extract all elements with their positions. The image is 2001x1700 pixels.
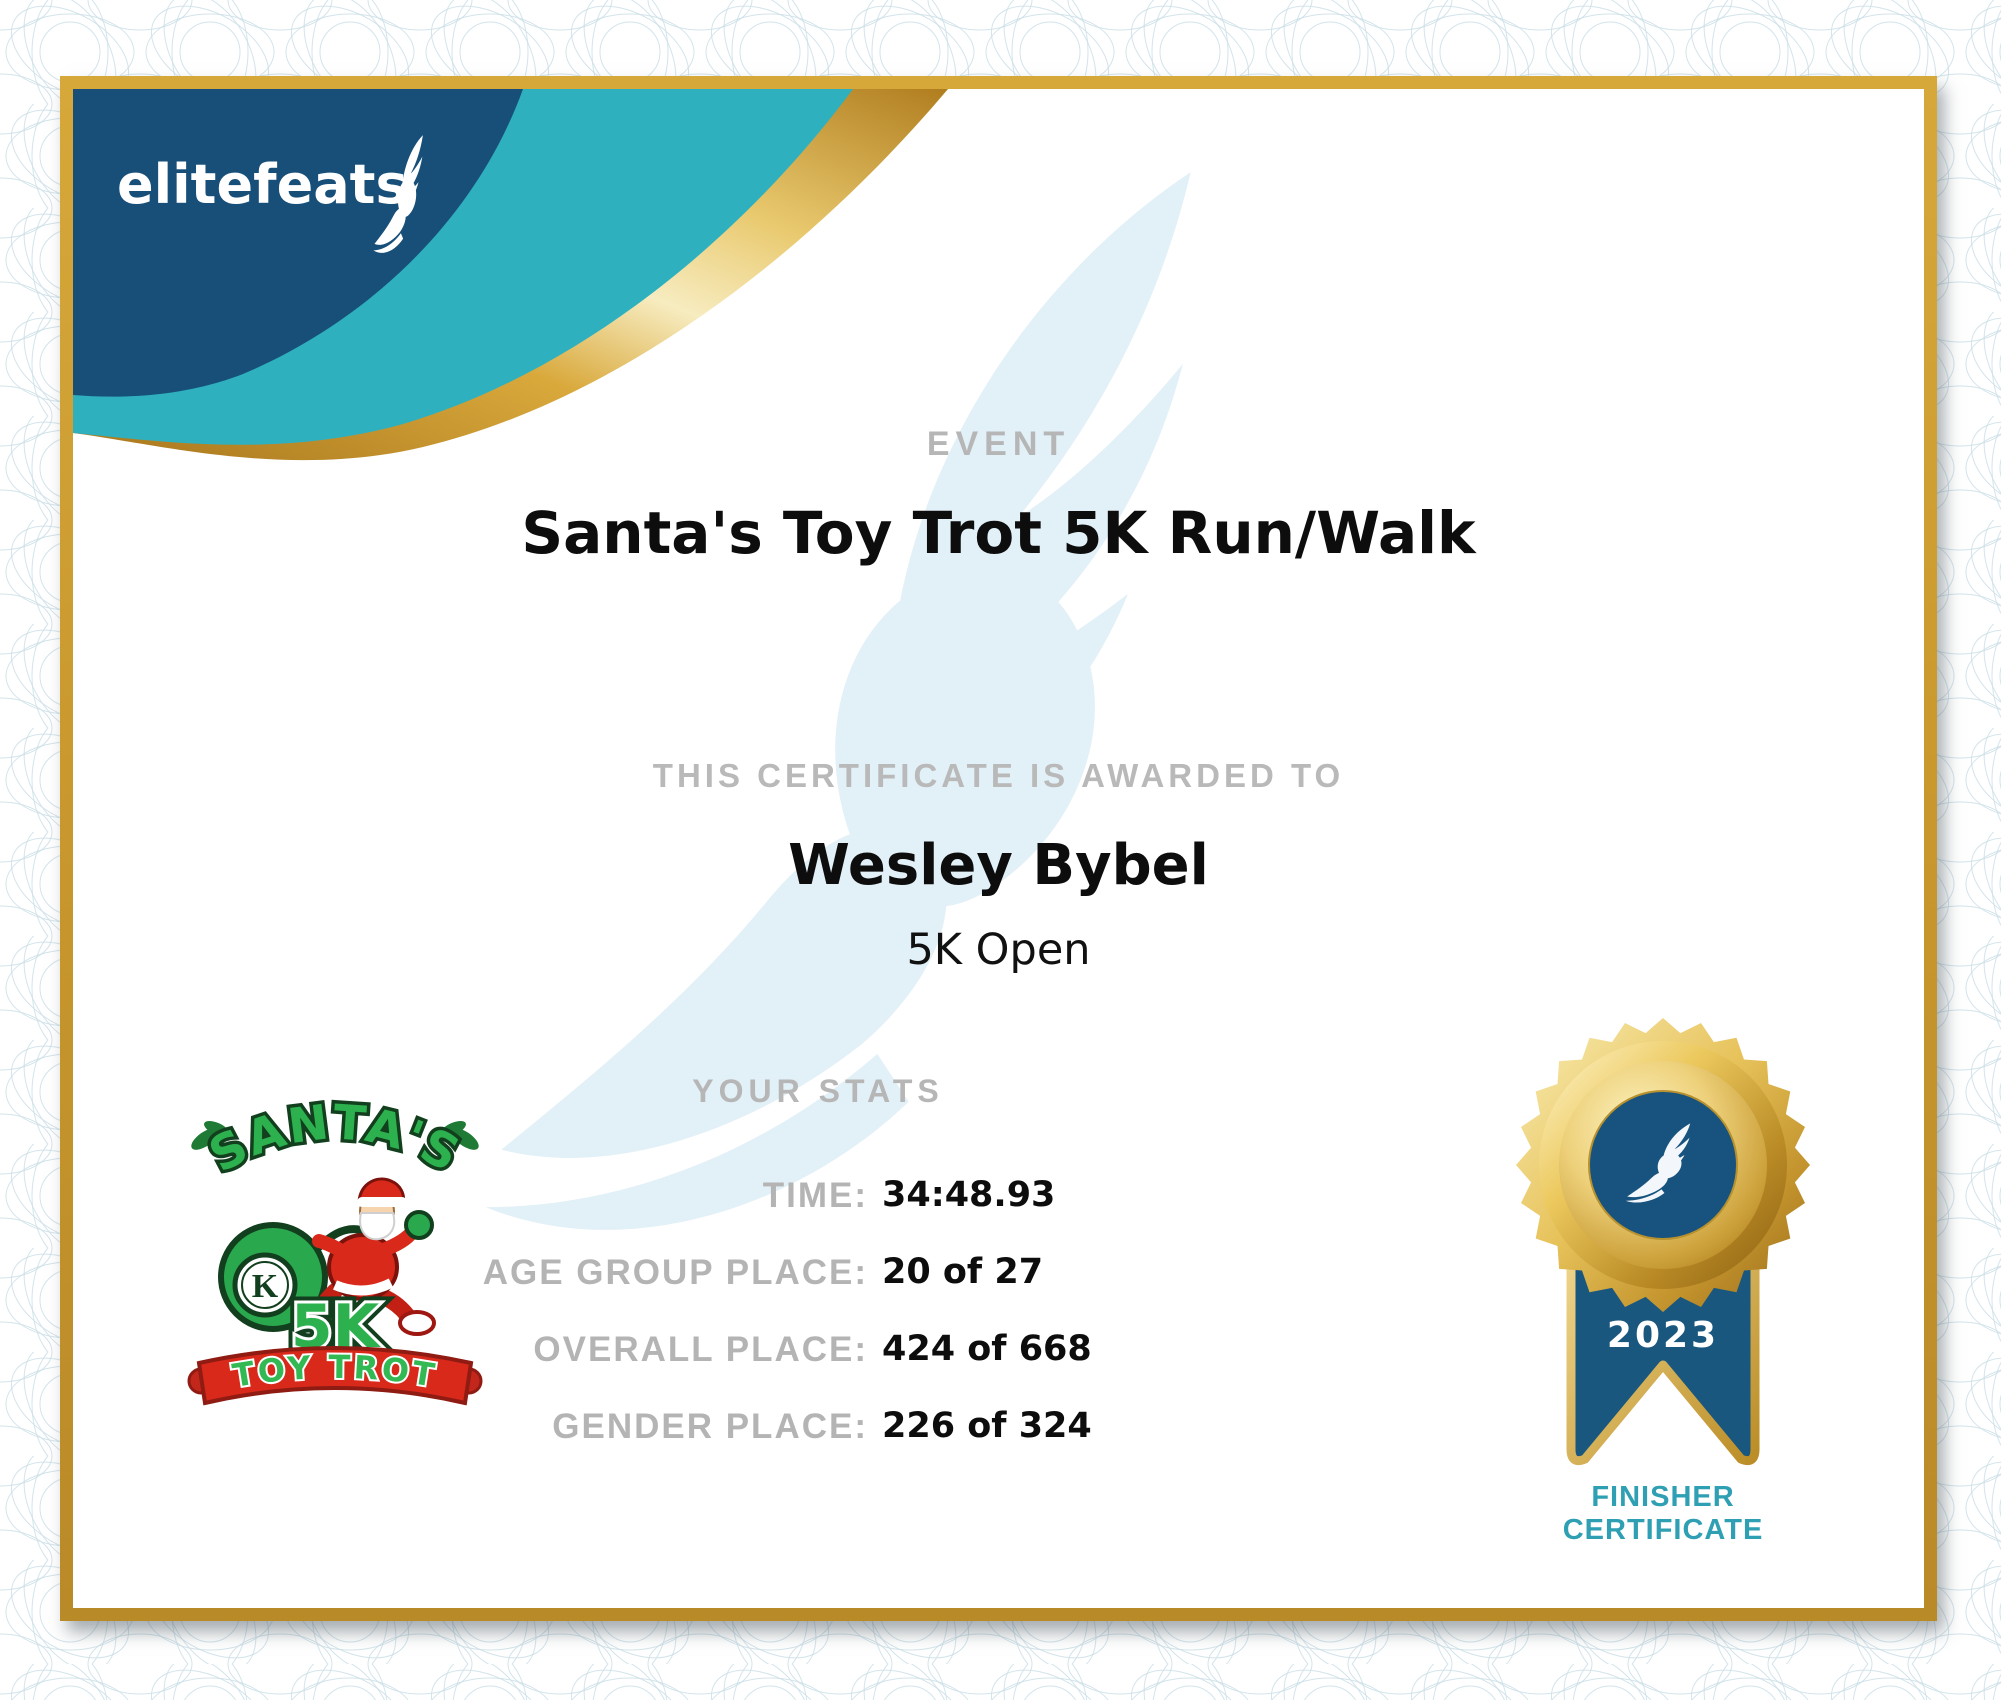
medal-year: 2023 (1607, 1315, 1719, 1356)
brand-logo-text: elitefeats (117, 153, 408, 216)
finisher-medal: 2023 (1516, 1018, 1810, 1466)
stat-value-overall-place: 424 of 668 (882, 1329, 1092, 1369)
kiwanis-badge-icon (232, 1252, 298, 1318)
division-name: 5K Open (906, 925, 1091, 975)
finisher-caption-line2: CERTIFICATE (1562, 1514, 1764, 1546)
finisher-caption-line1: FINISHER (1591, 1481, 1735, 1513)
stat-value-time: 34:48.93 (882, 1175, 1056, 1215)
certificate-body: elitefeats EVENT Santa's Toy Trot 5K Run… (73, 89, 1924, 1608)
stat-label-gender-place: GENDER PLACE: (552, 1407, 868, 1446)
logo-arc-text: SANTA'S (200, 1094, 469, 1184)
winged-foot-icon (369, 133, 435, 261)
recipient-name: Wesley Bybel (788, 833, 1209, 898)
event-label: EVENT (926, 425, 1071, 463)
header-swoosh (73, 89, 948, 461)
awarded-to-label: THIS CERTIFICATE IS AWARDED TO (652, 757, 1345, 794)
your-stats-label: YOUR STATS (692, 1073, 944, 1109)
logo-banner-ribbon (187, 1346, 483, 1406)
finisher-certificate-caption: FINISHER CERTIFICATE (1488, 1481, 1838, 1547)
holly-right-icon (440, 1120, 479, 1150)
running-santa-illustration (294, 1175, 436, 1341)
stat-value-gender-place: 226 of 324 (882, 1406, 1092, 1446)
stats-table: TIME: 34:48.93 AGE GROUP PLACE: 20 of 27… (293, 1175, 1092, 1447)
stat-label-age-group-place: AGE GROUP PLACE: (482, 1253, 868, 1292)
stat-label-overall-place: OVERALL PLACE: (533, 1330, 868, 1369)
stat-label-time: TIME: (762, 1176, 868, 1215)
medal-ribbon: 2023 (1566, 1236, 1760, 1466)
kiwanis-badge-letter: K (252, 1268, 279, 1305)
event-logo-santas-toy-trot: SANTA'S K (187, 1091, 483, 1406)
brand-logo: elitefeats (117, 145, 477, 285)
certificate-gold-frame: elitefeats EVENT Santa's Toy Trot 5K Run… (60, 76, 1937, 1621)
stat-value-age-group-place: 20 of 27 (882, 1252, 1044, 1292)
event-name: Santa's Toy Trot 5K Run/Walk (521, 499, 1476, 567)
holly-left-icon (191, 1120, 230, 1150)
logo-banner-text: TOY TROT (230, 1348, 440, 1395)
